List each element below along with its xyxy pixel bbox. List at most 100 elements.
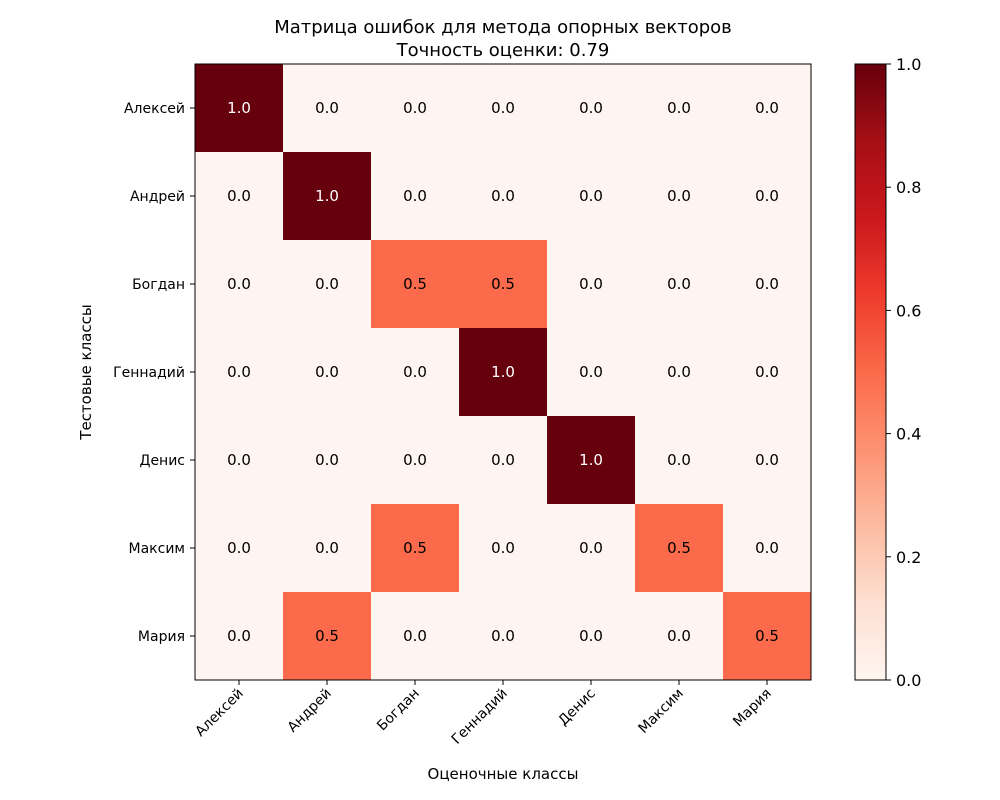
cell-value-label: 0.0 [667, 275, 691, 293]
cell-value-label: 1.0 [491, 363, 515, 381]
heatmap-cell [459, 504, 548, 593]
x-tick-label: Денис [555, 686, 598, 729]
y-axis-label: Тестовые классы [77, 304, 95, 440]
cell-value-label: 0.0 [315, 99, 339, 117]
heatmap-cell [283, 64, 372, 153]
heatmap-cell [547, 240, 636, 329]
cell-value-label: 0.0 [667, 99, 691, 117]
x-tick-label: Максим [636, 686, 687, 737]
heatmap-cell [459, 416, 548, 505]
colorbar-tick-label: 0.2 [896, 548, 921, 567]
y-tick-label: Геннадий [113, 365, 185, 381]
heatmap-cell [371, 152, 460, 241]
heatmap-cell [371, 240, 460, 329]
y-tick-label: Денис [140, 453, 186, 469]
heatmap-cell [723, 240, 812, 329]
colorbar-gradient [854, 63, 887, 681]
heatmap-cell [283, 328, 372, 417]
colorbar-ticks: 0.0 0.2 0.4 0.6 0.8 1.0 [886, 55, 921, 690]
cell-value-label: 0.0 [315, 363, 339, 381]
x-axis-label: Оценочные классы [428, 765, 579, 783]
cell-value-label: 1.0 [227, 99, 251, 117]
heatmap-cell [283, 416, 372, 505]
cell-value-label: 0.0 [315, 275, 339, 293]
heatmap-cell [547, 64, 636, 153]
cell-value-label: 0.0 [491, 99, 515, 117]
heatmap-cells [195, 64, 812, 681]
y-axis-ticks: Алексей Андрей Богдан Геннадий Денис Максим Ма… [113, 101, 195, 645]
cell-value-label: 0.5 [403, 275, 427, 293]
cell-value-label: 0.0 [755, 275, 779, 293]
colorbar-tick-label: 0.0 [896, 671, 921, 690]
cell-value-label: 1.0 [579, 451, 603, 469]
cell-value-label: 0.0 [667, 627, 691, 645]
heatmap-cell [283, 592, 372, 681]
heatmap-cell [371, 504, 460, 593]
cell-value-label: 0.0 [755, 99, 779, 117]
colorbar-tick-label: 1.0 [896, 55, 921, 74]
heatmap-cell [547, 592, 636, 681]
cell-value-label: 1.0 [315, 187, 339, 205]
cell-value-label: 0.0 [491, 539, 515, 557]
heatmap-cell [635, 240, 724, 329]
cell-value-label: 0.0 [667, 187, 691, 205]
cell-value-label: 0.0 [755, 363, 779, 381]
heatmap-cell [723, 152, 812, 241]
heatmap-cell [371, 64, 460, 153]
x-tick-label: Геннадий [449, 686, 511, 748]
heatmap-cell [547, 152, 636, 241]
x-tick-label: Богдан [374, 686, 423, 735]
y-tick-label: Максим [129, 541, 185, 557]
heatmap-cell [547, 328, 636, 417]
cell-value-label: 0.5 [491, 275, 515, 293]
cell-value-label: 0.0 [227, 363, 251, 381]
heatmap-cell [459, 328, 548, 417]
heatmap-cell [371, 328, 460, 417]
heatmap-cell [459, 240, 548, 329]
heatmap-cell [723, 64, 812, 153]
colorbar-tick-label: 0.6 [896, 301, 921, 320]
heatmap-cell [195, 328, 284, 417]
heatmap-cell [195, 240, 284, 329]
cell-value-label: 0.5 [403, 539, 427, 557]
cell-value-label: 0.0 [755, 539, 779, 557]
heatmap-cell [723, 504, 812, 593]
heatmap-cell [195, 416, 284, 505]
y-tick-label: Алексей [124, 101, 185, 117]
cell-value-label: 0.0 [579, 187, 603, 205]
heatmap-cell [723, 416, 812, 505]
heatmap-cell [635, 416, 724, 505]
cell-value-label: 0.0 [667, 451, 691, 469]
heatmap-cell [635, 328, 724, 417]
cell-value-label: 0.0 [579, 275, 603, 293]
heatmap-cell [283, 152, 372, 241]
heatmap-cell [371, 416, 460, 505]
cell-value-label: 0.0 [227, 275, 251, 293]
cell-value-label: 0.5 [667, 539, 691, 557]
cell-value-label: 0.0 [403, 627, 427, 645]
heatmap-cell [195, 592, 284, 681]
heatmap-cell [547, 416, 636, 505]
cell-value-label: 0.0 [403, 451, 427, 469]
cell-value-label: 0.0 [755, 451, 779, 469]
heatmap-cell [723, 592, 812, 681]
heatmap-cell [635, 592, 724, 681]
heatmap-cell [371, 592, 460, 681]
cell-value-label: 0.0 [315, 451, 339, 469]
x-tick-label: Андрей [285, 686, 335, 736]
heatmap-cell [547, 504, 636, 593]
cell-value-label: 0.0 [491, 187, 515, 205]
chart-title: Матрица ошибок для метода опорных вектор… [274, 17, 732, 38]
chart-subtitle: Точность оценки: 0.79 [396, 40, 610, 61]
cell-value-label: 0.5 [755, 627, 779, 645]
colorbar-tick-label: 0.4 [896, 425, 921, 444]
cell-value-label: 0.0 [579, 627, 603, 645]
heatmap-cell [459, 592, 548, 681]
heatmap-cell [195, 64, 284, 153]
cell-value-label: 0.0 [579, 539, 603, 557]
cell-value-label: 0.0 [227, 187, 251, 205]
cell-value-label: 0.0 [403, 363, 427, 381]
heatmap-cell [195, 504, 284, 593]
cell-value-label: 0.0 [579, 363, 603, 381]
